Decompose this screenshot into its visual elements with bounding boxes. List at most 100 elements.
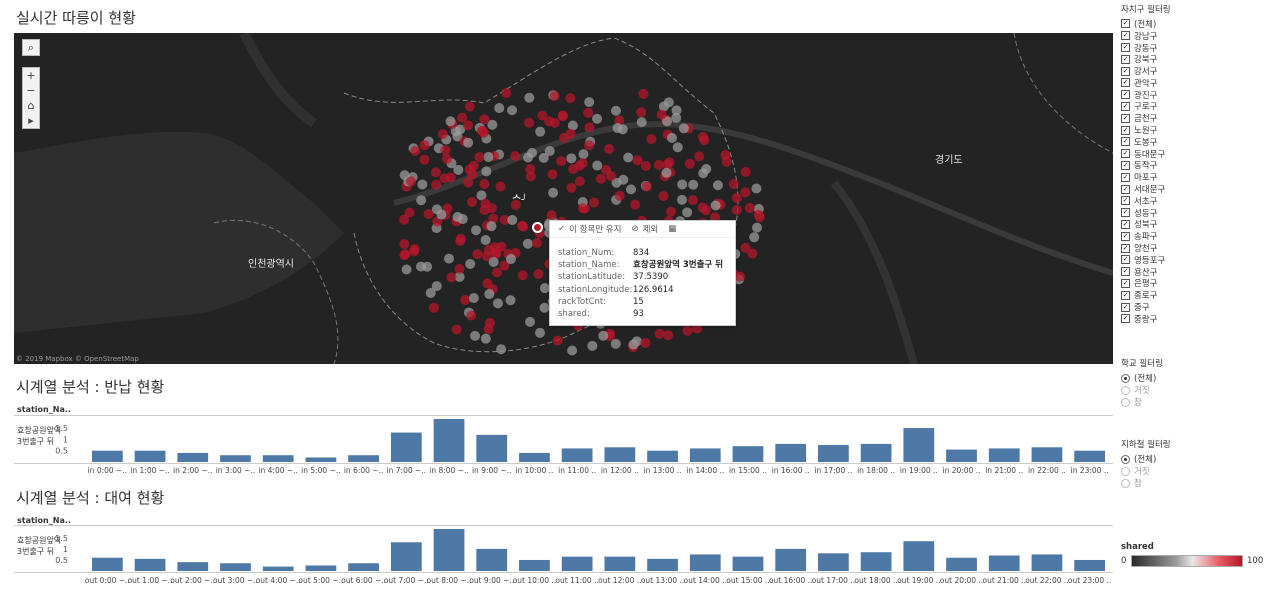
station-dot[interactable]	[470, 330, 481, 341]
district-option[interactable]: ✓ 강남구	[1121, 30, 1171, 42]
station-dot[interactable]	[445, 172, 456, 183]
checkbox-icon[interactable]: ✓	[1121, 243, 1130, 253]
bar[interactable]	[903, 541, 935, 571]
station-dot[interactable]	[488, 256, 499, 267]
station-dot[interactable]	[692, 323, 703, 334]
station-dot[interactable]	[466, 310, 477, 321]
station-dot[interactable]	[440, 145, 451, 156]
station-dot[interactable]	[671, 112, 682, 123]
station-dot[interactable]	[662, 116, 672, 127]
checkbox-icon[interactable]: ✓	[1121, 31, 1130, 41]
station-dot[interactable]	[441, 153, 452, 164]
station-dot[interactable]	[574, 176, 585, 187]
station-dot[interactable]	[480, 235, 491, 246]
station-dot[interactable]	[453, 164, 464, 175]
station-dot[interactable]	[404, 207, 415, 218]
bar[interactable]	[476, 548, 508, 571]
bar[interactable]	[262, 455, 294, 462]
district-option[interactable]: ✓ 광진구	[1121, 89, 1171, 101]
checkbox-icon[interactable]: ✓	[1121, 149, 1130, 159]
station-dot[interactable]	[565, 93, 576, 104]
station-dot[interactable]	[678, 123, 689, 134]
station-dot[interactable]	[603, 144, 614, 155]
bar[interactable]	[305, 457, 337, 462]
bar[interactable]	[220, 455, 251, 462]
bar[interactable]	[348, 455, 379, 462]
station-dot[interactable]	[422, 261, 433, 272]
station-dot[interactable]	[661, 167, 672, 178]
station-dot[interactable]	[491, 267, 502, 278]
station-dot[interactable]	[740, 166, 751, 177]
bar[interactable]	[946, 449, 977, 462]
district-option[interactable]: ✓ 관악구	[1121, 77, 1171, 89]
checkbox-icon[interactable]: ✓	[1121, 90, 1130, 100]
bar[interactable]	[775, 548, 807, 571]
station-dot[interactable]	[556, 156, 567, 167]
bar[interactable]	[348, 563, 379, 571]
station-dot[interactable]	[462, 120, 473, 131]
bar[interactable]	[775, 443, 807, 462]
station-dot[interactable]	[496, 344, 507, 355]
station-dot[interactable]	[751, 183, 762, 194]
station-dot[interactable]	[436, 209, 447, 220]
district-option[interactable]: ✓ 노원구	[1121, 124, 1171, 136]
home-icon[interactable]: ⌂	[27, 99, 35, 112]
bar[interactable]	[177, 452, 209, 462]
station-dot[interactable]	[523, 152, 534, 163]
station-dot[interactable]	[495, 181, 506, 192]
station-dot[interactable]	[636, 107, 647, 118]
bar[interactable]	[1031, 554, 1063, 571]
station-dot[interactable]	[628, 339, 639, 350]
station-dot[interactable]	[455, 235, 466, 246]
station-dot[interactable]	[535, 126, 546, 137]
station-dot[interactable]	[499, 214, 510, 225]
station-dot[interactable]	[539, 302, 550, 313]
station-dot[interactable]	[552, 335, 563, 346]
radio-icon[interactable]	[1121, 397, 1130, 407]
station-dot[interactable]	[510, 151, 521, 162]
station-dot[interactable]	[712, 180, 723, 191]
station-dot[interactable]	[465, 258, 476, 269]
station-dot[interactable]	[606, 171, 617, 182]
station-dot[interactable]	[483, 152, 494, 163]
bar[interactable]	[561, 556, 593, 571]
station-dot[interactable]	[419, 154, 430, 165]
station-dot[interactable]	[688, 179, 699, 190]
station-dot[interactable]	[525, 171, 536, 182]
station-dot[interactable]	[557, 110, 568, 121]
checkbox-icon[interactable]: ✓	[1121, 255, 1130, 265]
bar[interactable]	[134, 450, 166, 462]
station-dot[interactable]	[583, 107, 594, 118]
station-dot[interactable]	[654, 328, 665, 339]
bar[interactable]	[519, 559, 550, 571]
station-dot[interactable]	[460, 294, 471, 305]
station-dot[interactable]	[677, 179, 688, 190]
station-dot[interactable]	[425, 287, 436, 298]
station-dot[interactable]	[416, 195, 427, 206]
station-dot[interactable]	[480, 333, 491, 344]
station-dot[interactable]	[549, 117, 560, 128]
station-dot[interactable]	[492, 298, 503, 309]
station-dot[interactable]	[417, 179, 428, 190]
station-dot[interactable]	[474, 151, 485, 162]
station-dot[interactable]	[623, 152, 634, 163]
bar[interactable]	[732, 446, 764, 462]
map-attribution[interactable]: © 2019 Mapbox © OpenStreetMap	[16, 355, 139, 363]
station-dot[interactable]	[710, 200, 721, 211]
bar[interactable]	[860, 552, 892, 571]
station-dot[interactable]	[494, 103, 505, 114]
station-dot[interactable]	[547, 169, 558, 180]
station-dot[interactable]	[510, 199, 521, 210]
station-dot[interactable]	[537, 110, 548, 121]
checkbox-icon[interactable]: ✓	[1121, 66, 1130, 76]
checkbox-icon[interactable]: ✓	[1121, 231, 1130, 241]
station-dot[interactable]	[728, 178, 739, 189]
station-dot[interactable]	[587, 340, 598, 351]
station-dot[interactable]	[630, 199, 641, 210]
radio-icon[interactable]	[1121, 466, 1130, 476]
checkbox-icon[interactable]: ✓	[1121, 208, 1130, 218]
station-dot[interactable]	[672, 142, 683, 153]
return-field-header[interactable]: station_Na..	[17, 405, 71, 414]
district-option[interactable]: ✓ 도봉구	[1121, 136, 1171, 148]
checkbox-icon[interactable]: ✓	[1121, 219, 1130, 229]
